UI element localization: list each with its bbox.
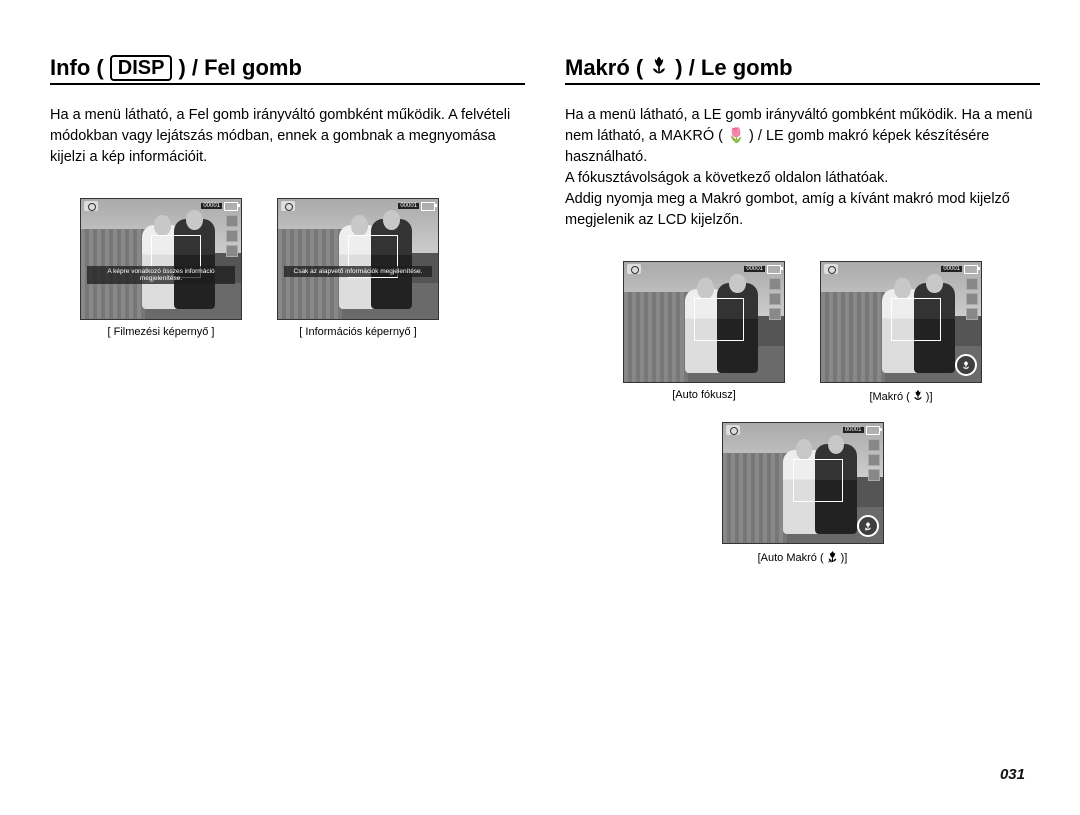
macro-indicator-icon: [955, 354, 977, 376]
tulip-icon: [912, 389, 924, 404]
camera-preview-thumb: 00001: [722, 422, 884, 544]
macro-indicator-icon: [857, 515, 879, 537]
right-thumb-row-1: 00001 [Auto fókusz] 00001 [Makró (: [565, 261, 1040, 404]
camera-preview-thumb: 00001 Csak az alapvető információk megje…: [277, 198, 439, 320]
overlay-text: A képre vonatkozó összes információ megj…: [87, 266, 234, 284]
thumb-block: 00001 Csak az alapvető információk megje…: [277, 198, 439, 338]
left-thumb-row: 00001 A képre vonatkozó összes informáci…: [50, 198, 525, 338]
thumb-block: 00001 [Makró ( )]: [820, 261, 982, 404]
left-body-text: Ha a menü látható, a Fel gomb irányváltó…: [50, 105, 525, 168]
thumb-block: 00001 [Auto Makró ( )]: [722, 422, 884, 566]
heading-text-pre: Makró (: [565, 55, 643, 81]
right-thumb-row-2: 00001 [Auto Makró ( )]: [565, 422, 1040, 566]
thumb-caption: [Auto Makró ( )]: [758, 550, 848, 566]
thumb-caption: [Auto fókusz]: [672, 389, 736, 401]
heading-text-post: ) / Fel gomb: [178, 55, 301, 81]
left-heading: Info ( DISP ) / Fel gomb: [50, 55, 525, 85]
camera-preview-thumb: 00001 A képre vonatkozó összes informáci…: [80, 198, 242, 320]
heading-text-pre: Info (: [50, 55, 104, 81]
thumb-caption: [Makró ( )]: [869, 389, 932, 404]
right-body-text: Ha a menü látható, a LE gomb irányváltó …: [565, 105, 1040, 231]
camera-preview-thumb: 00001: [820, 261, 982, 383]
disp-box: DISP: [110, 55, 173, 81]
thumb-caption: [ Filmezési képernyő ]: [108, 326, 215, 338]
heading-text-post: ) / Le gomb: [675, 55, 792, 81]
overlay-text: Csak az alapvető információk megjeleníté…: [284, 266, 431, 277]
page-number: 031: [1000, 766, 1025, 783]
camera-preview-thumb: 00001: [623, 261, 785, 383]
thumb-block: 00001 [Auto fókusz]: [623, 261, 785, 404]
thumb-block: 00001 A képre vonatkozó összes informáci…: [80, 198, 242, 338]
thumb-caption: [ Információs képernyő ]: [299, 326, 416, 338]
auto-tulip-icon: [826, 550, 839, 566]
right-heading: Makró ( ) / Le gomb: [565, 55, 1040, 85]
left-column: Info ( DISP ) / Fel gomb Ha a menü látha…: [50, 55, 525, 566]
right-column: Makró ( ) / Le gomb Ha a menü látható, a…: [565, 55, 1040, 566]
tulip-icon: [649, 55, 669, 81]
